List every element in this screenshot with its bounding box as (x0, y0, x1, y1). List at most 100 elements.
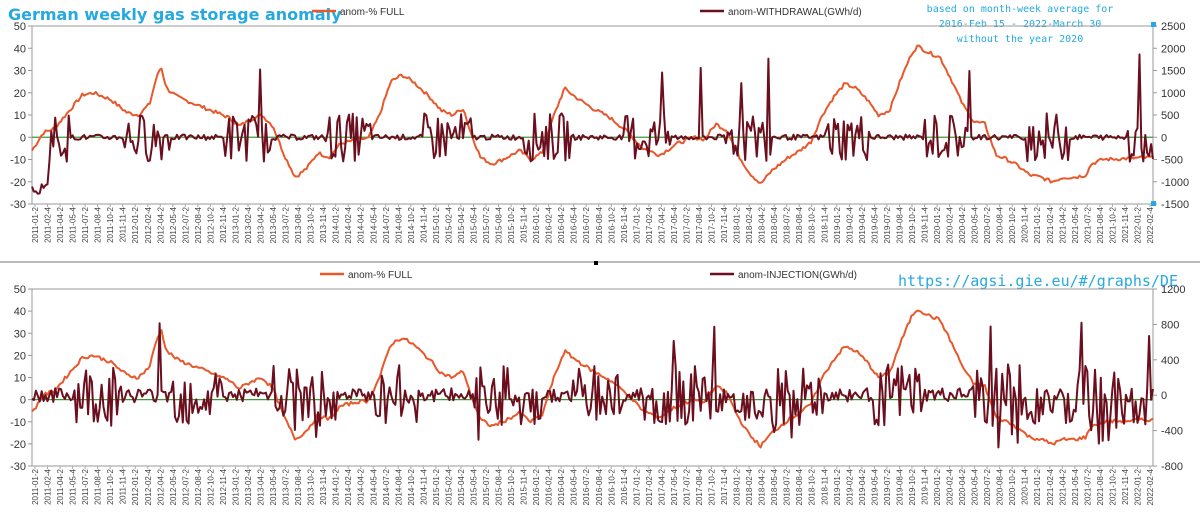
x-tick-label: 2021-07-2 (1083, 468, 1092, 505)
x-tick-label: 2014-11-4 (419, 206, 428, 242)
x-tick-label: 2021-05-4 (1071, 468, 1080, 505)
x-tick-label: 2016-08-4 (595, 468, 604, 505)
x-tick-label: 2021-08-4 (1096, 206, 1105, 243)
x-tick-label: 2011-07-2 (81, 468, 90, 504)
y-left-tick-label: 40 (14, 43, 26, 55)
y-right-tick-label: 0 (1161, 132, 1167, 144)
x-tick-label: 2021-10-2 (1108, 468, 1117, 505)
x-tick-label: 2012-08-4 (194, 468, 203, 505)
x-tick-label: 2021-04-2 (1058, 468, 1067, 505)
x-tick-label: 2021-01-2 (1033, 468, 1042, 505)
x-tick-label: 2012-02-4 (144, 468, 153, 505)
x-tick-label: 2013-10-2 (307, 468, 316, 505)
x-tick-label: 2018-10-2 (808, 468, 817, 505)
y-left-tick-label: 0 (20, 132, 26, 144)
x-tick-label: 2017-07-2 (682, 468, 691, 505)
x-tick-label: 2021-04-2 (1058, 206, 1067, 243)
x-tick-label: 2014-05-4 (369, 468, 378, 505)
x-tick-label: 2014-10-2 (407, 468, 416, 505)
y-left-tick-label: 20 (14, 88, 26, 100)
x-tick-label: 2020-10-2 (1008, 468, 1017, 505)
x-tick-label: 2021-01-2 (1033, 206, 1042, 243)
y-left-tick-label: 10 (14, 110, 26, 122)
x-tick-label: 2011-11-4 (119, 468, 128, 504)
x-tick-label: 2014-10-2 (407, 206, 416, 243)
x-tick-label: 2012-01-2 (131, 468, 140, 505)
y-right-tick-label: -400 (1161, 426, 1183, 438)
x-tick-label: 2013-08-4 (294, 468, 303, 505)
x-tick-label: 2014-11-4 (419, 468, 428, 504)
x-tick-label: 2018-02-4 (745, 468, 754, 505)
x-tick-label: 2018-05-4 (770, 468, 779, 505)
x-tick-label: 2016-04-2 (557, 468, 566, 505)
x-tick-label: 2017-10-2 (708, 468, 717, 505)
x-tick-label: 2012-08-4 (194, 206, 203, 243)
x-tick-label: 2011-08-4 (94, 206, 103, 242)
x-tick-label: 2017-04-2 (657, 468, 666, 505)
x-tick-label: 2018-08-4 (795, 468, 804, 505)
x-tick-label: 2014-07-2 (382, 468, 391, 505)
chart-title: German weekly gas storage anomaly (8, 5, 342, 24)
y-right-tick-label: -1500 (1161, 199, 1189, 211)
x-tick-label: 2016-01-2 (532, 206, 541, 243)
separator-handle (594, 261, 598, 265)
y-left-tick-label: -20 (10, 439, 26, 451)
legend-label: anom-% FULL (348, 270, 413, 281)
x-tick-label: 2017-08-4 (695, 468, 704, 505)
y-left-tick-label: 10 (14, 373, 26, 385)
x-tick-label: 2020-07-2 (983, 206, 992, 243)
x-tick-label: 2020-07-2 (983, 468, 992, 505)
y-left-tick-label: 20 (14, 350, 26, 362)
x-tick-label: 2017-08-4 (695, 206, 704, 243)
x-tick-label: 2019-01-2 (833, 468, 842, 505)
x-tick-label: 2017-10-2 (708, 206, 717, 243)
x-tick-label: 2015-08-4 (495, 206, 504, 243)
x-tick-label: 2016-11-4 (620, 468, 629, 504)
x-tick-label: 2015-11-4 (520, 468, 529, 504)
y-left-tick-label: 50 (14, 21, 26, 33)
x-tick-label: 2011-08-4 (94, 468, 103, 504)
x-tick-label: 2017-01-2 (632, 206, 641, 243)
y-left-tick-label: 50 (14, 284, 26, 296)
x-tick-label: 2020-05-4 (971, 206, 980, 243)
y-left-tick-label: 0 (20, 395, 26, 407)
x-tick-label: 2014-04-2 (357, 206, 366, 243)
x-tick-label: 2012-07-2 (181, 206, 190, 243)
x-tick-label: 2011-11-4 (119, 206, 128, 242)
x-tick-label: 2014-02-4 (344, 468, 353, 505)
y-right-tick-label: 1500 (1161, 66, 1185, 78)
x-tick-label: 2021-08-4 (1096, 468, 1105, 505)
y-left-tick-label: 30 (14, 66, 26, 78)
x-tick-label: 2013-01-2 (231, 206, 240, 243)
x-tick-label: 2014-08-4 (394, 206, 403, 243)
x-tick-label: 2017-04-2 (657, 206, 666, 243)
x-tick-label: 2012-04-2 (156, 206, 165, 243)
x-tick-label: 2011-01-2 (31, 468, 40, 504)
x-tick-label: 2014-01-2 (332, 206, 341, 243)
y-right-tick-label: 2500 (1161, 21, 1185, 33)
y-right-tick-label: 2000 (1161, 43, 1185, 55)
chart-panel-2: 50 40 30 20 10 0 -10 -20 -30 1200 800 400 0 -400 -800 2… (10, 270, 1185, 505)
x-tick-label: 2017-02-4 (645, 206, 654, 243)
x-tick-label: 2012-01-2 (131, 206, 140, 243)
x-tick-label: 2020-02-4 (946, 206, 955, 243)
x-tick-label: 2019-02-4 (845, 468, 854, 505)
note-line-1: based on month-week average for (927, 4, 1114, 15)
x-tick-label: 2020-08-4 (996, 206, 1005, 243)
x-tick-label: 2017-02-4 (645, 468, 654, 505)
x-tick-label: 2013-05-4 (269, 468, 278, 505)
y-right-tick-label: 1000 (1161, 88, 1185, 100)
x-tick-label: 2012-04-2 (156, 468, 165, 505)
x-tick-label: 2015-05-4 (469, 468, 478, 505)
y-left-tick-label: 40 (14, 306, 26, 318)
y-right-tick-label: -500 (1161, 155, 1183, 167)
x-tick-label: 2022-01-2 (1133, 468, 1142, 505)
series-line-full (31, 44, 1154, 184)
x-tick-label: 2020-11-4 (1021, 206, 1030, 242)
y-right-tick-label: -1000 (1161, 177, 1189, 189)
y-left-tick-label: -30 (10, 461, 26, 473)
y-left-tick-label: -10 (10, 155, 26, 167)
x-tick-label: 2018-04-2 (758, 206, 767, 243)
x-tick-label: 2014-02-4 (344, 206, 353, 243)
x-tick-label: 2016-07-2 (582, 468, 591, 505)
